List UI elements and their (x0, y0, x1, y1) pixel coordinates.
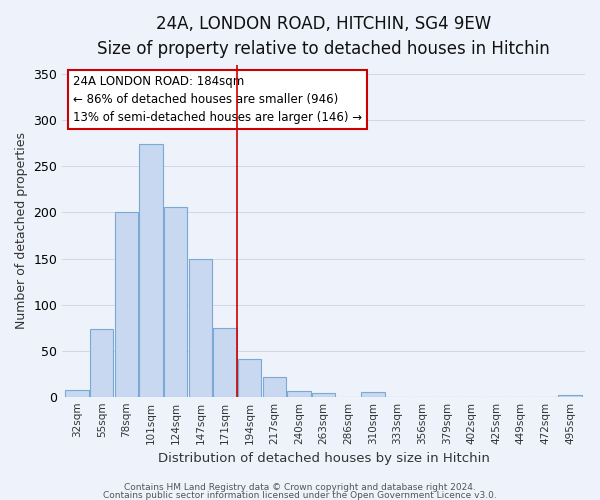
Y-axis label: Number of detached properties: Number of detached properties (15, 132, 28, 330)
Bar (238, 359, 262, 397)
Bar (263, 378, 286, 396)
Bar (559, 395, 582, 396)
Bar (115, 212, 138, 396)
Text: 24A LONDON ROAD: 184sqm
← 86% of detached houses are smaller (946)
13% of semi-d: 24A LONDON ROAD: 184sqm ← 86% of detache… (73, 75, 362, 124)
Bar (164, 207, 187, 396)
Bar (361, 392, 385, 396)
X-axis label: Distribution of detached houses by size in Hitchin: Distribution of detached houses by size … (158, 452, 490, 465)
Bar (90, 330, 113, 396)
Bar (214, 328, 237, 396)
Bar (139, 144, 163, 396)
Text: Contains public sector information licensed under the Open Government Licence v3: Contains public sector information licen… (103, 490, 497, 500)
Bar (312, 393, 335, 396)
Bar (287, 391, 311, 396)
Text: Contains HM Land Registry data © Crown copyright and database right 2024.: Contains HM Land Registry data © Crown c… (124, 483, 476, 492)
Bar (188, 260, 212, 396)
Bar (65, 390, 89, 396)
Title: 24A, LONDON ROAD, HITCHIN, SG4 9EW
Size of property relative to detached houses : 24A, LONDON ROAD, HITCHIN, SG4 9EW Size … (97, 15, 550, 58)
